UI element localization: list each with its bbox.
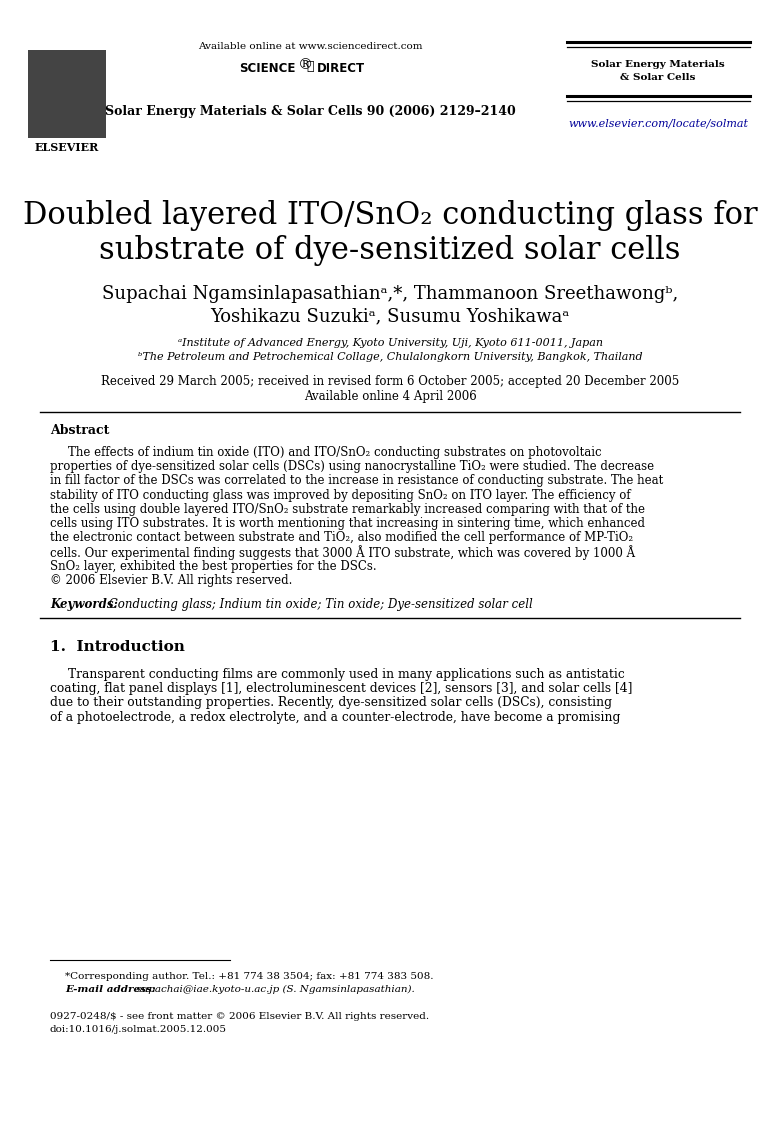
Text: supachai@iae.kyoto-u.ac.jp (S. Ngamsinlapasathian).: supachai@iae.kyoto-u.ac.jp (S. Ngamsinla…	[133, 985, 415, 995]
Text: Keywords:: Keywords:	[50, 598, 118, 611]
Text: Received 29 March 2005; received in revised form 6 October 2005; accepted 20 Dec: Received 29 March 2005; received in revi…	[101, 375, 679, 388]
Text: Transparent conducting films are commonly used in many applications such as anti: Transparent conducting films are commonl…	[68, 668, 625, 682]
Text: The effects of indium tin oxide (ITO) and ITO/SnO₂ conducting substrates on phot: The effects of indium tin oxide (ITO) an…	[68, 446, 601, 459]
Text: Doubled layered ITO/SnO₂ conducting glass for: Doubled layered ITO/SnO₂ conducting glas…	[23, 200, 757, 231]
Text: ⓔ: ⓔ	[307, 60, 314, 73]
Text: the cells using double layered ITO/SnO₂ substrate remarkably increased comparing: the cells using double layered ITO/SnO₂ …	[50, 502, 645, 516]
Text: stability of ITO conducting glass was improved by depositing SnO₂ on ITO layer. : stability of ITO conducting glass was im…	[50, 489, 630, 501]
Text: ELSEVIER: ELSEVIER	[35, 142, 99, 153]
Text: ᵇThe Petroleum and Petrochemical Collage, Chulalongkorn University, Bangkok, Tha: ᵇThe Petroleum and Petrochemical Collage…	[138, 352, 642, 362]
Text: 1.  Introduction: 1. Introduction	[50, 640, 185, 654]
Text: *Corresponding author. Tel.: +81 774 38 3504; fax: +81 774 383 508.: *Corresponding author. Tel.: +81 774 38 …	[65, 972, 434, 981]
Text: Supachai Ngamsinlapasathianᵃ,*, Thammanoon Sreethawongᵇ,: Supachai Ngamsinlapasathianᵃ,*, Thammano…	[102, 285, 678, 303]
Text: Solar Energy Materials & Solar Cells 90 (2006) 2129–2140: Solar Energy Materials & Solar Cells 90 …	[105, 105, 516, 118]
Text: Yoshikazu Suzukiᵃ, Susumu Yoshikawaᵃ: Yoshikazu Suzukiᵃ, Susumu Yoshikawaᵃ	[211, 307, 569, 325]
Text: properties of dye-sensitized solar cells (DSCs) using nanocrystalline TiO₂ were : properties of dye-sensitized solar cells…	[50, 460, 654, 473]
Text: ᵃInstitute of Advanced Energy, Kyoto University, Uji, Kyoto 611-0011, Japan: ᵃInstitute of Advanced Energy, Kyoto Uni…	[178, 338, 602, 348]
Text: the electronic contact between substrate and TiO₂, also modified the cell perfor: the electronic contact between substrate…	[50, 531, 633, 544]
Text: Conducting glass; Indium tin oxide; Tin oxide; Dye-sensitized solar cell: Conducting glass; Indium tin oxide; Tin …	[105, 598, 533, 611]
Text: E-mail address:: E-mail address:	[65, 985, 156, 995]
Text: DIRECT: DIRECT	[317, 62, 365, 75]
Text: Available online at www.sciencedirect.com: Available online at www.sciencedirect.co…	[198, 42, 422, 51]
Text: due to their outstanding properties. Recently, dye-sensitized solar cells (DSCs): due to their outstanding properties. Rec…	[50, 696, 612, 710]
Text: & Solar Cells: & Solar Cells	[620, 73, 696, 82]
Text: SCIENCE: SCIENCE	[239, 62, 295, 75]
Text: of a photoelectrode, a redox electrolyte, and a counter-electrode, have become a: of a photoelectrode, a redox electrolyte…	[50, 711, 620, 723]
Text: www.elsevier.com/locate/solmat: www.elsevier.com/locate/solmat	[568, 118, 748, 128]
Text: ®: ®	[299, 58, 314, 71]
Text: SnO₂ layer, exhibited the best properties for the DSCs.: SnO₂ layer, exhibited the best propertie…	[50, 559, 377, 573]
Text: coating, flat panel displays [1], electroluminescent devices [2], sensors [3], a: coating, flat panel displays [1], electr…	[50, 683, 633, 695]
Text: Abstract: Abstract	[50, 424, 109, 437]
Text: in fill factor of the DSCs was correlated to the increase in resistance of condu: in fill factor of the DSCs was correlate…	[50, 474, 663, 488]
Text: substrate of dye-sensitized solar cells: substrate of dye-sensitized solar cells	[99, 235, 681, 266]
Text: cells using ITO substrates. It is worth mentioning that increasing in sintering : cells using ITO substrates. It is worth …	[50, 517, 645, 530]
FancyBboxPatch shape	[28, 50, 106, 138]
Text: © 2006 Elsevier B.V. All rights reserved.: © 2006 Elsevier B.V. All rights reserved…	[50, 574, 292, 586]
Text: Solar Energy Materials: Solar Energy Materials	[591, 60, 725, 69]
Text: Available online 4 April 2006: Available online 4 April 2006	[303, 390, 477, 403]
Text: 0927-0248/$ - see front matter © 2006 Elsevier B.V. All rights reserved.: 0927-0248/$ - see front matter © 2006 El…	[50, 1012, 429, 1021]
Text: cells. Our experimental finding suggests that 3000 Å ITO substrate, which was co: cells. Our experimental finding suggests…	[50, 545, 635, 560]
Text: doi:10.1016/j.solmat.2005.12.005: doi:10.1016/j.solmat.2005.12.005	[50, 1025, 227, 1034]
